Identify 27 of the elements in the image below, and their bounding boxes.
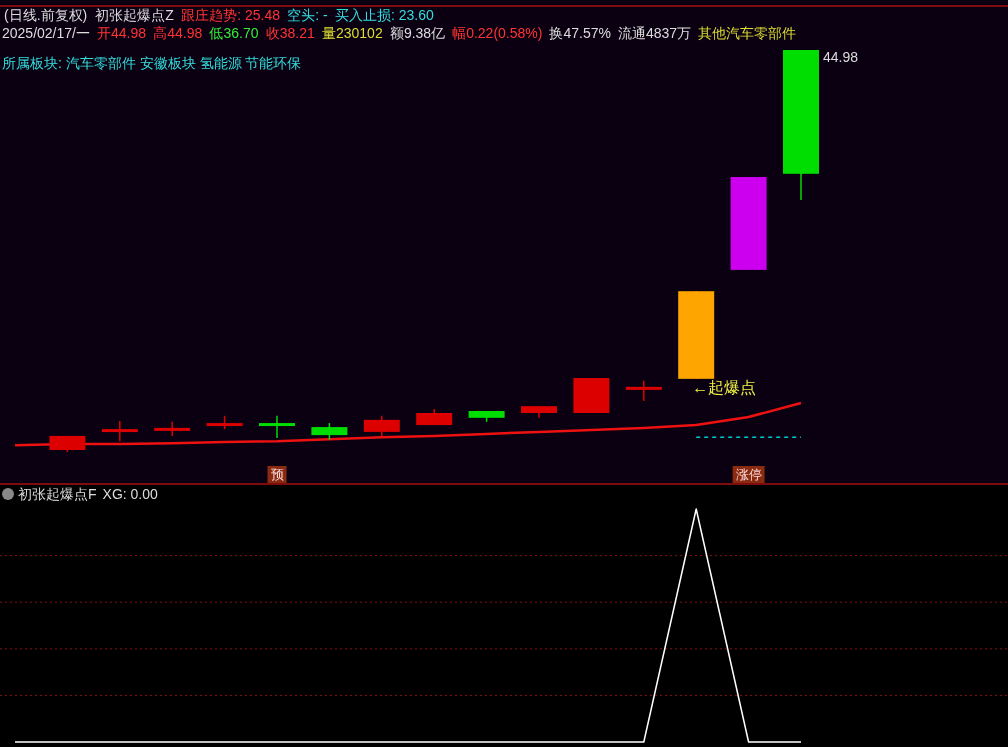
- text: 高44.98: [153, 25, 203, 41]
- text: 流通4837万: [617, 25, 692, 41]
- text: 额9.38亿: [389, 25, 446, 41]
- text: XG: 0.00: [102, 486, 159, 502]
- chart-title: (日线.前复权): [4, 7, 88, 23]
- annotation: ←起爆点: [692, 378, 757, 396]
- text: 买入止损: 23.60: [335, 7, 435, 23]
- text: 预: [270, 467, 284, 482]
- candlestick: [259, 415, 295, 439]
- text: 2025/02/17/一: [2, 25, 90, 41]
- text: 空头: -: [287, 7, 329, 23]
- candlestick: [101, 420, 138, 442]
- candlestick: [625, 380, 662, 402]
- text: 量230102: [321, 25, 383, 41]
- text: 涨停: [735, 467, 762, 482]
- text: 初张起爆点Z: [95, 7, 175, 23]
- annotation: 所属板块: 汽车零部件 安徽板块 氢能源 节能环保: [2, 55, 302, 71]
- text: 跟庄趋势: 25.48: [181, 7, 281, 23]
- candlestick: [154, 421, 191, 437]
- chart-title: 初张起爆点F: [18, 486, 97, 502]
- text: 其他汽车零部件: [698, 25, 797, 41]
- text: 收38.21: [265, 25, 315, 41]
- annotation: 44.98: [823, 49, 859, 65]
- text: 开44.98: [96, 25, 147, 41]
- text: 幅0.22(0.58%): [452, 25, 543, 41]
- text: 低36.70: [209, 25, 259, 41]
- text: 换47.57%: [549, 25, 611, 41]
